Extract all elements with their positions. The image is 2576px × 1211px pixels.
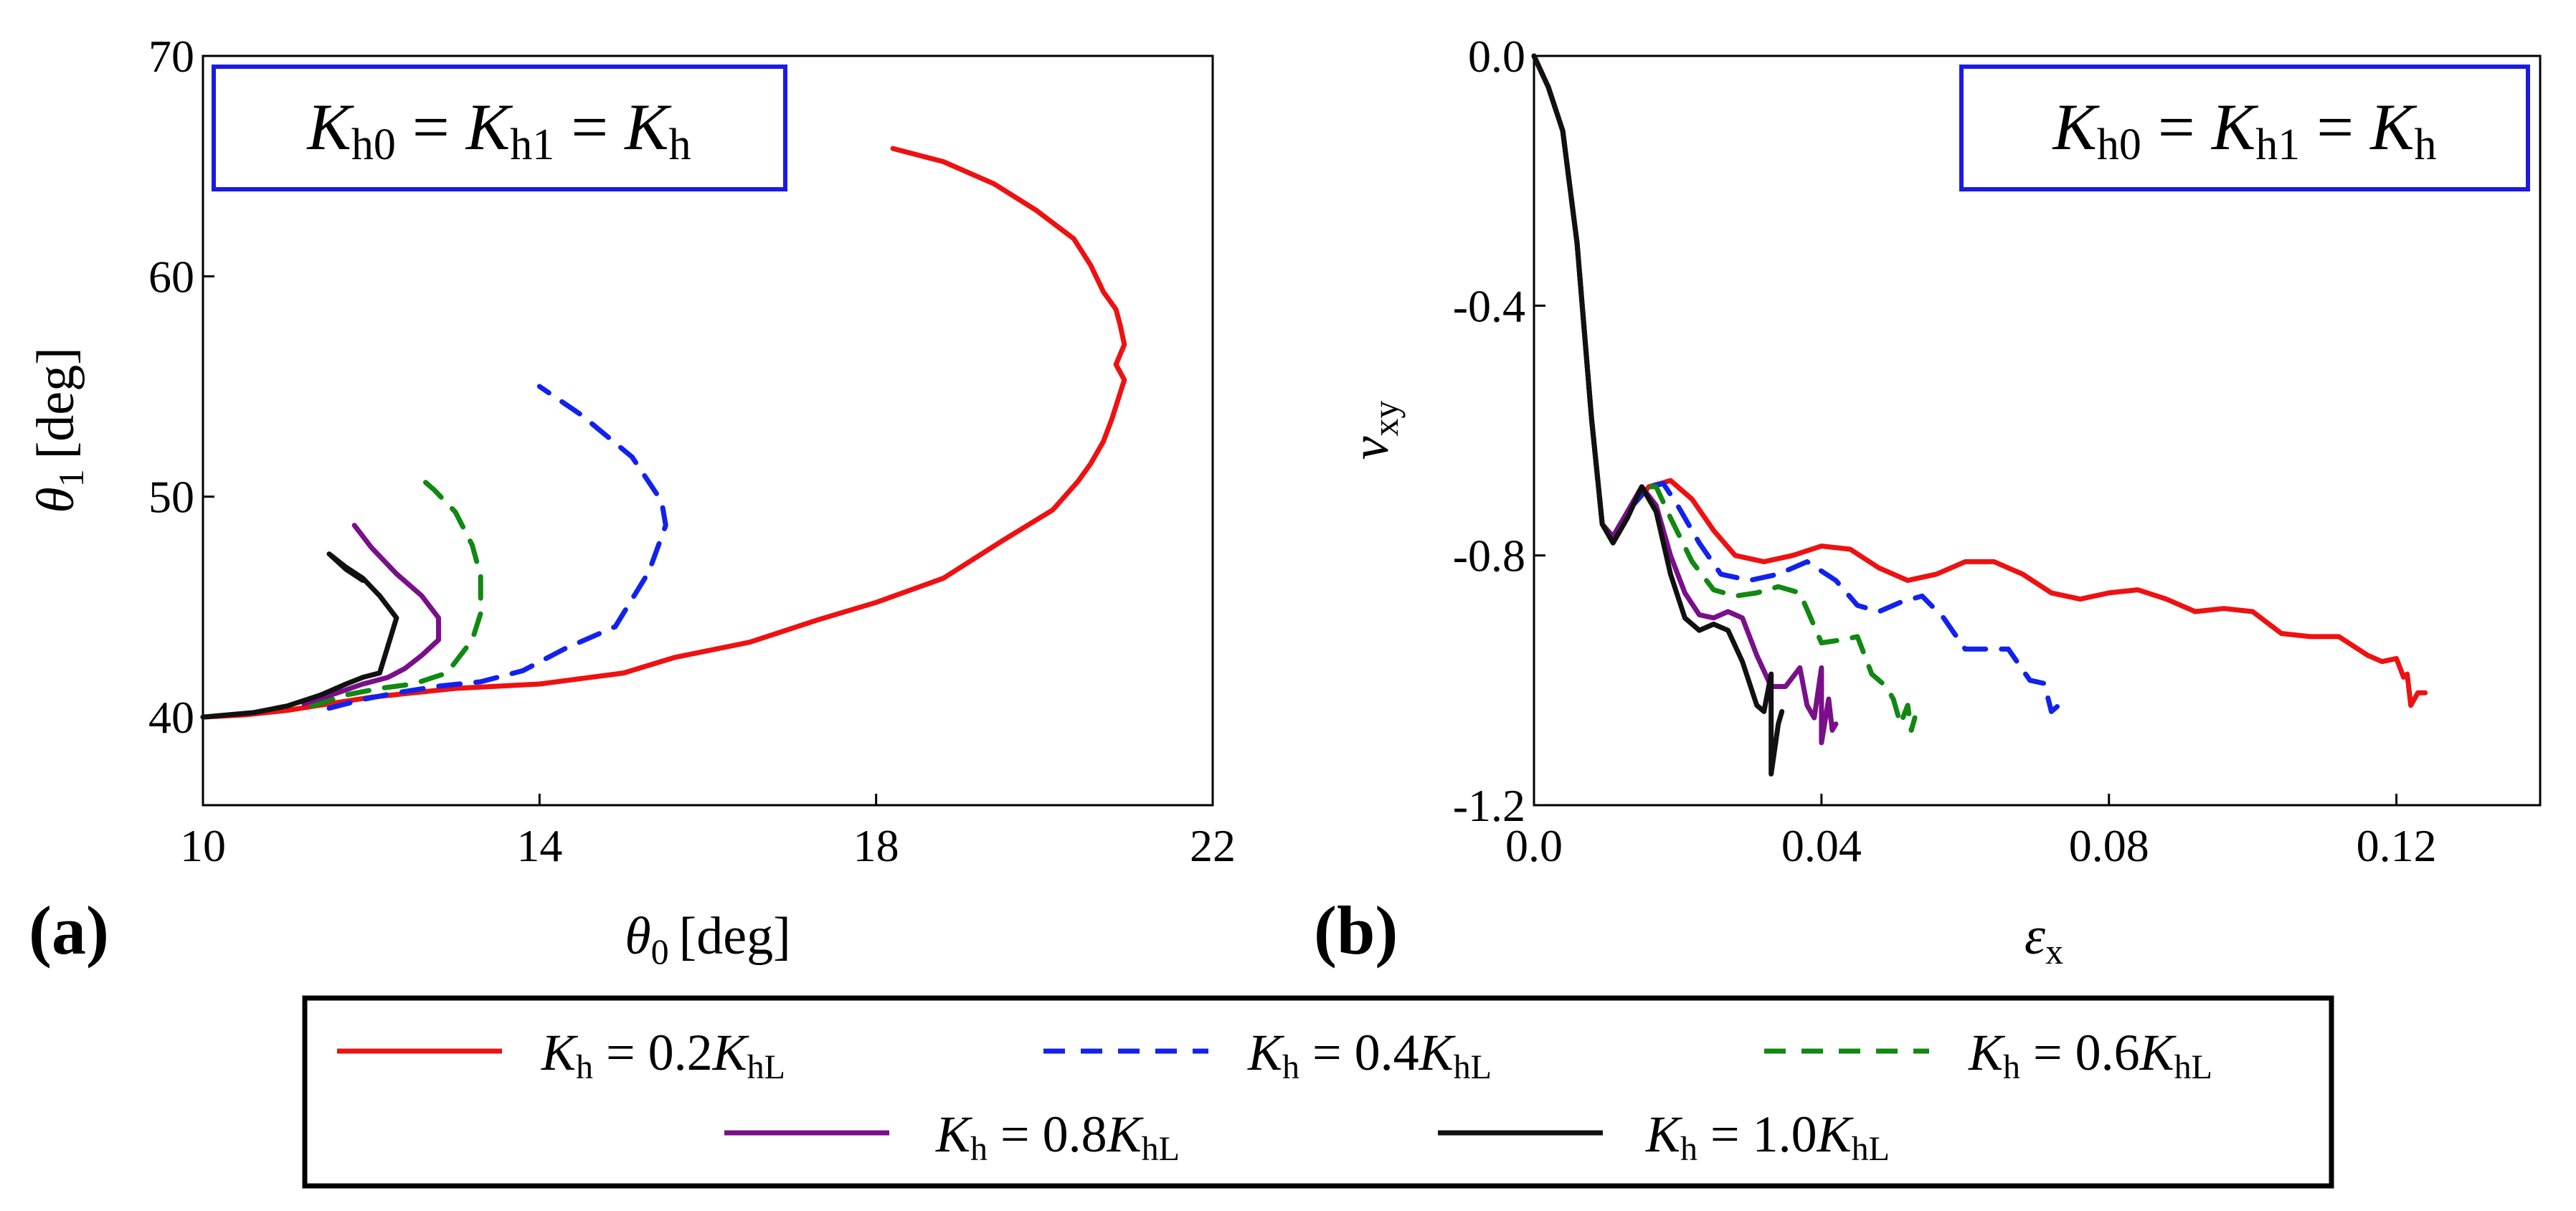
panel-a-annotation: Kh0 = Kh1 = Kh <box>306 90 691 169</box>
panel-b-label: (b) <box>1314 892 1398 969</box>
panel-a-y-axis-label: θ1[deg] <box>27 347 91 513</box>
panel-b-plot-frame <box>1533 54 2542 807</box>
panel-a-series-3 <box>301 523 441 707</box>
panel-a-x-tick-label: 22 <box>1190 820 1236 871</box>
panel-a-series-2 <box>310 476 483 709</box>
panel-b-annotation-box <box>1959 65 2530 191</box>
panel-a-y-tick-label: 70 <box>148 31 194 82</box>
panel-a-y-tick-label: 50 <box>148 472 194 523</box>
legend: Kh = 0.2KhL Kh = 0.4KhL Kh = 0.6KhL Kh =… <box>302 995 2334 1189</box>
panel-a-y-tick-label: 60 <box>148 251 194 302</box>
panel-a-annotation-box <box>212 65 787 191</box>
panel-b-x-tick-label: 0.12 <box>2357 820 2437 871</box>
panel-a-ticks: 10 14 18 22 40 50 60 70 <box>148 31 1236 871</box>
legend-label-4: Kh = 1.0KhL <box>1645 1106 1890 1168</box>
panel-b-series <box>1531 53 2428 777</box>
panel-a-x-tick-label: 10 <box>180 820 226 871</box>
panel-b-x-tick-label: 0.08 <box>2069 820 2149 871</box>
panel-a-x-tick-label: 18 <box>853 820 899 871</box>
legend-item-2: Kh = 0.6KhL <box>1764 1024 2212 1086</box>
legend-label-3: Kh = 0.8KhL <box>935 1106 1180 1168</box>
legend-item-3: Kh = 0.8KhL <box>724 1106 1180 1168</box>
panel-b-y-tick-label: -0.8 <box>1453 531 1525 581</box>
panel-b-y-tick-label: 0.0 <box>1468 31 1525 82</box>
panel-a-series-4 <box>200 551 399 720</box>
panel-b-series-4 <box>1531 53 1785 777</box>
panel-a-x-axis-label: θ0 [deg] <box>625 907 791 972</box>
panel-b-x-tick-label: 0.0 <box>1505 820 1563 871</box>
panel-a-plot-frame <box>202 54 1214 807</box>
panel-a-y-tick-label: 40 <box>148 692 194 743</box>
panel-b-ticks: 0.0 0.04 0.08 0.12 0.0 -0.4 -0.8 -1.2 <box>1453 31 2437 871</box>
panel-a-label: (a) <box>29 892 109 969</box>
legend-label-1: Kh = 0.4KhL <box>1247 1024 1492 1086</box>
panel-b-y-axis-label: νxy <box>1341 401 1406 460</box>
panel-b-chart: 0.0 0.04 0.08 0.12 0.0 -0.4 -0.8 -1.2 Kh0 = Kh1… <box>1314 31 2542 972</box>
legend-item-1: Kh = 0.4KhL <box>1043 1024 1492 1086</box>
panel-b-y-tick-label: -1.2 <box>1453 780 1525 831</box>
panel-b-series-2 <box>1531 53 1918 733</box>
panel-b-annotation: Kh0 = Kh1 = Kh <box>2052 90 2437 169</box>
legend-item-4: Kh = 1.0KhL <box>1438 1106 1890 1168</box>
legend-label-2: Kh = 0.6KhL <box>1968 1024 2212 1086</box>
panel-b-y-tick-label: -0.4 <box>1453 280 1525 331</box>
panel-a-series-1 <box>326 384 668 711</box>
panel-b-series-3 <box>1531 53 1839 746</box>
panel-b-x-axis-label: εx <box>2025 907 2063 972</box>
panel-a-series-0 <box>200 146 1127 720</box>
legend-label-0: Kh = 0.2KhL <box>541 1024 785 1086</box>
legend-item-0: Kh = 0.2KhL <box>337 1024 785 1086</box>
panel-b-x-tick-label: 0.04 <box>1781 820 1862 871</box>
legend-frame <box>302 995 2334 1189</box>
panel-a-x-tick-label: 14 <box>516 820 562 871</box>
panel-a-series <box>200 146 1127 720</box>
